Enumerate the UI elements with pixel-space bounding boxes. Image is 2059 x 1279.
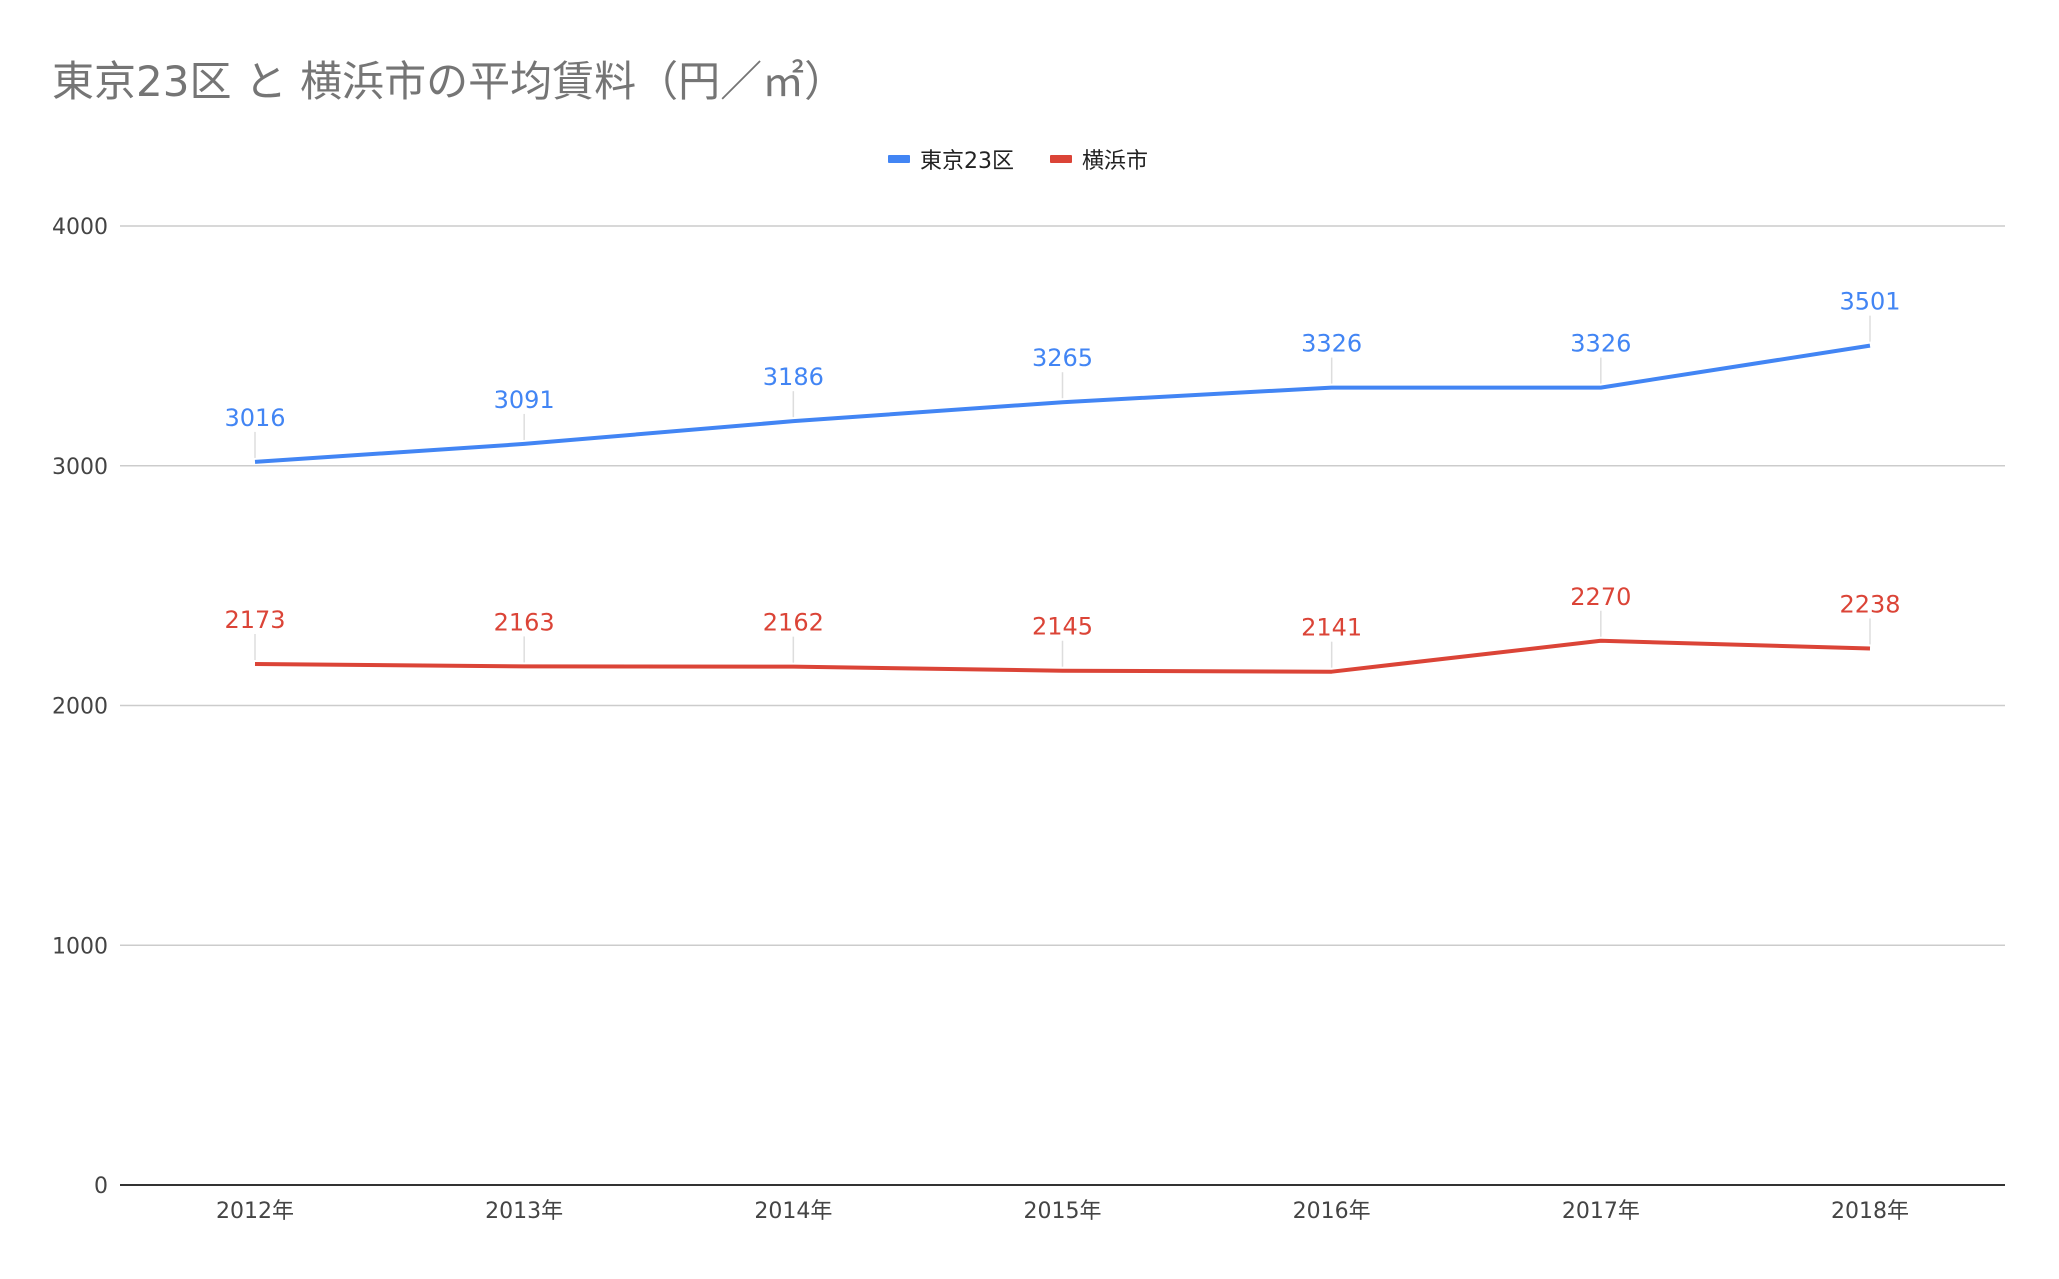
data-label: 2270 xyxy=(1570,583,1631,611)
x-tick-label: 2012年 xyxy=(216,1199,294,1224)
y-axis: 0 1000 2000 3000 4000 xyxy=(52,215,108,1199)
data-label: 2145 xyxy=(1032,613,1093,641)
chart-title: 東京23区 と 横浜市の平均賃料（円／㎡） xyxy=(52,57,846,106)
series-line-1 xyxy=(254,343,1871,464)
data-label: 3326 xyxy=(1570,330,1631,358)
x-axis: 2012年 2013年 2014年 2015年 2016年 2017年 2018年 xyxy=(216,1199,1909,1224)
data-label: 3016 xyxy=(224,404,285,432)
series-line-2 xyxy=(254,638,1871,674)
data-label: 2141 xyxy=(1301,614,1362,642)
data-label: 2162 xyxy=(763,609,824,637)
x-tick-label: 2013年 xyxy=(485,1199,563,1224)
legend-swatch xyxy=(888,155,910,163)
x-tick-label: 2018年 xyxy=(1831,1199,1909,1224)
data-label: 2173 xyxy=(224,606,285,634)
x-tick-label: 2015年 xyxy=(1024,1199,1102,1224)
series-lines xyxy=(254,343,1871,674)
data-labels: 3016 3091 3186 3265 3326 3326 3501 2173 2163 2162… xyxy=(224,288,1901,668)
legend: 東京23区 横浜市 xyxy=(888,149,1148,174)
legend-swatch xyxy=(1050,155,1072,163)
data-label: 3186 xyxy=(763,363,824,391)
data-label: 3326 xyxy=(1301,330,1362,358)
data-label: 3265 xyxy=(1032,344,1093,372)
data-label: 2163 xyxy=(494,608,555,636)
y-tick-label: 0 xyxy=(94,1174,108,1199)
y-tick-label: 1000 xyxy=(52,934,108,959)
x-tick-label: 2016年 xyxy=(1293,1199,1371,1224)
legend-label: 東京23区 xyxy=(920,149,1014,174)
data-label: 2238 xyxy=(1839,590,1900,618)
y-tick-label: 3000 xyxy=(52,455,108,480)
gridlines xyxy=(120,225,2005,1186)
x-tick-label: 2014年 xyxy=(754,1199,832,1224)
data-label: 3501 xyxy=(1839,288,1900,316)
data-label: 3091 xyxy=(494,386,555,414)
y-tick-label: 4000 xyxy=(52,215,108,240)
x-tick-label: 2017年 xyxy=(1562,1199,1640,1224)
y-tick-label: 2000 xyxy=(52,695,108,720)
legend-label: 横浜市 xyxy=(1082,149,1148,174)
